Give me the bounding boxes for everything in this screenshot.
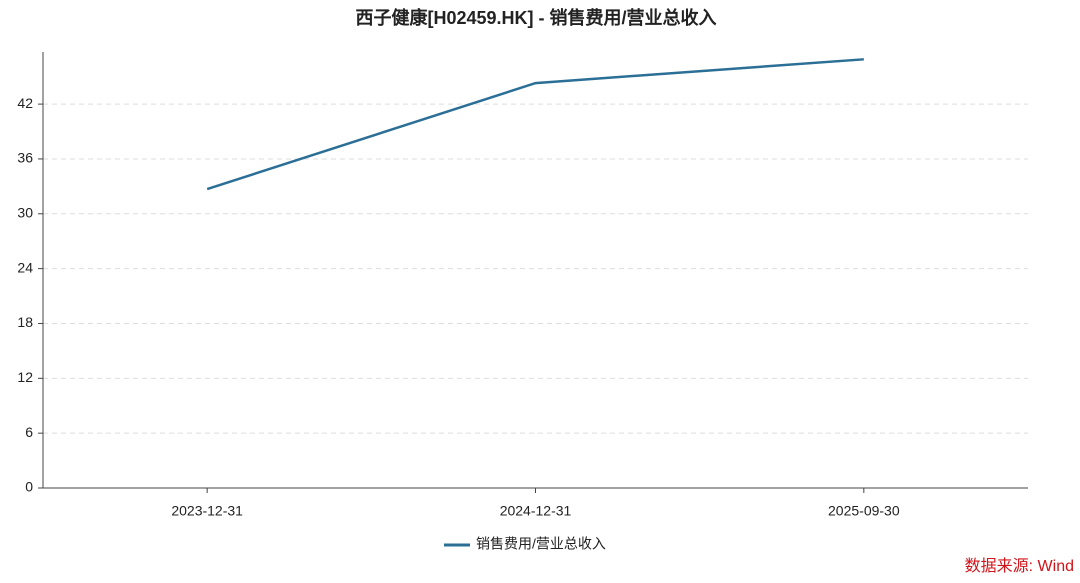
- source-note: 数据来源: Wind: [965, 557, 1074, 575]
- y-tick-label: 12: [17, 369, 33, 385]
- x-tick-label: 2024-12-31: [500, 503, 572, 519]
- x-tick-label: 2025-09-30: [828, 503, 900, 519]
- line-series: [206, 58, 864, 191]
- y-tick-label: 0: [25, 479, 33, 495]
- chart-title: 西子健康[H02459.HK] - 销售费用/营业总收入: [355, 7, 716, 28]
- y-tick-label: 18: [17, 314, 33, 330]
- y-tick-label: 36: [17, 150, 33, 166]
- x-tick-label: 2023-12-31: [171, 503, 243, 519]
- y-tick-label: 42: [17, 95, 33, 111]
- legend-label: 销售费用/营业总收入: [476, 536, 606, 552]
- y-tick-label: 6: [25, 424, 33, 440]
- y-tick-label: 24: [17, 259, 33, 275]
- y-tick-label: 30: [17, 204, 33, 220]
